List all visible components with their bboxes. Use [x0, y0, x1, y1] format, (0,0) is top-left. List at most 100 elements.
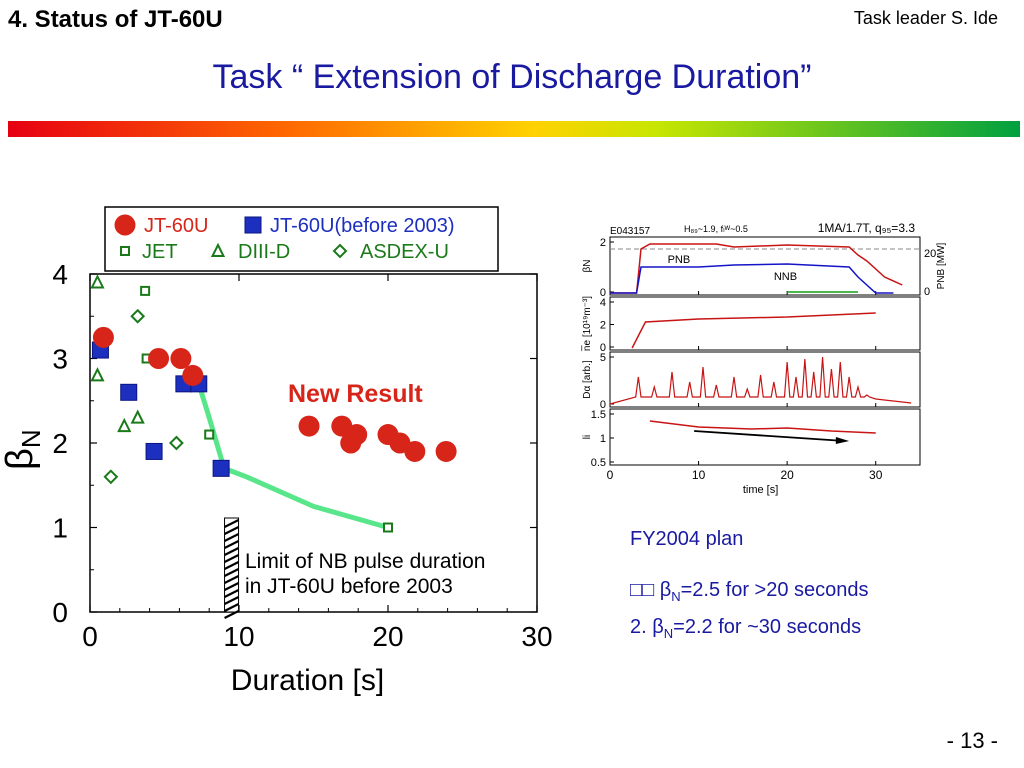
plan-line-2: 2. βN=2.2 for ~30 seconds	[630, 612, 869, 649]
point-jt-60u-before-2003	[120, 383, 138, 401]
legend-label-jt-60u: JT-60U	[144, 215, 208, 237]
trace-y-tick: 1.5	[591, 409, 606, 421]
li-trace	[649, 420, 876, 434]
trace-y-tick: 0	[600, 399, 606, 411]
section-title: 4. Status of JT-60U	[8, 6, 223, 33]
pnb-axis-label: PNB [MW]	[936, 242, 947, 289]
legend-label-jet: JET	[142, 241, 178, 263]
pnb-trace	[610, 263, 894, 294]
beta-n-trace	[610, 243, 903, 294]
point-jt-60u	[148, 348, 170, 369]
y-axis-subscript: N	[16, 429, 46, 448]
x-tick-label: 20	[372, 621, 403, 652]
point-jt-60u	[346, 424, 368, 446]
beta-subscript: N	[663, 626, 674, 641]
slide-title: Task “ Extension of Discharge Duration”	[212, 58, 812, 96]
limit-annotation-line-1: Limit of NB pulse duration	[245, 550, 485, 573]
limit-hatch-stripe	[224, 540, 240, 549]
x-tick-label: 10	[223, 621, 254, 652]
shot-conditions: 1MA/1.7T, q₉₅=3.3	[818, 221, 916, 235]
point-diii-d	[90, 274, 105, 289]
point-asdex-u	[169, 435, 184, 451]
limit-hatch-stripe	[224, 526, 240, 535]
trace-y-label: Dα [arb.]	[582, 360, 593, 399]
beta-symbol: β	[652, 616, 664, 638]
legend-marker-asdex-u	[332, 243, 348, 259]
li-trend-arrow	[694, 430, 845, 442]
beta-subscript: N	[671, 589, 681, 604]
limit-hatch-stripe	[224, 533, 240, 542]
point-jt-60u	[170, 348, 192, 369]
plan-line-2-text: =2.2 for ~30 seconds	[673, 616, 862, 638]
point-jt-60u	[298, 415, 320, 437]
trace-y-tick: 0	[600, 287, 606, 299]
chart-legend: JT-60U JT-60U(before 2003) JET DIII-D ASDEX-…	[104, 206, 499, 272]
point-diii-d	[130, 409, 145, 424]
rainbow-divider	[8, 121, 1020, 137]
trace-y-tick: 2	[600, 320, 606, 332]
legend-label-diii-d: DIII-D	[238, 241, 290, 263]
legend-label-asdex-u: ASDEX-U	[360, 241, 449, 263]
trace-x-tick-label: 0	[607, 468, 614, 482]
point-asdex-u	[130, 308, 146, 324]
trace-panel-frame	[609, 351, 921, 408]
limit-hatch-stripe	[224, 589, 240, 598]
shot-parameters: H₈₉~1.9, fₗᵂ~0.5	[684, 224, 748, 234]
limit-hatch-stripe	[224, 582, 240, 591]
trace-y-label: n̅e [10¹⁹m⁻³]	[581, 296, 593, 352]
legend-marker-diii-d	[210, 242, 226, 257]
limit-annotation-line-2: in JT-60U before 2003	[245, 575, 453, 598]
limit-hatch-stripe	[224, 561, 240, 570]
plan-line-1-prefix: □□	[630, 579, 660, 601]
legend-box	[104, 206, 499, 272]
li-arrow-head	[835, 437, 850, 444]
plan-line-1: □□ βN=2.5 for >20 seconds	[630, 575, 869, 612]
trace-y-tick: 1	[600, 433, 606, 445]
limit-hatch-stripe	[224, 547, 240, 556]
limit-hatch-stripe	[224, 519, 240, 528]
new-result-annotation: New Result	[288, 380, 423, 408]
legend-marker-jt-60u	[114, 214, 136, 236]
task-leader-label: Task leader S. Ide	[853, 8, 998, 28]
trace-x-axis-label: time [s]	[743, 484, 778, 496]
trace-x-tick-label: 30	[869, 468, 883, 482]
point-jet	[140, 285, 151, 296]
trace-y-tick: 4	[600, 297, 606, 309]
point-jt-60u	[404, 440, 426, 462]
shot-number: E043157	[610, 226, 650, 237]
point-jt-60u	[435, 440, 457, 462]
limit-hatch-stripe	[224, 603, 240, 612]
trace-x-tick-label: 20	[780, 468, 794, 482]
trace-y-tick: 5	[600, 352, 606, 364]
dalpha-trace	[609, 356, 912, 405]
y-tick-label: 3	[52, 344, 68, 375]
x-tick-label: 30	[521, 621, 552, 652]
limit-hatch-stripe	[224, 575, 240, 584]
trace-panel-frame	[609, 408, 921, 466]
x-axis-label: Duration [s]	[231, 664, 384, 697]
legend-label-jt-60u-before-2003: JT-60U(before 2003)	[270, 215, 455, 237]
legend-marker-jt-60u-before-2003	[244, 216, 262, 234]
trace-panel-frame	[609, 296, 921, 351]
point-jet	[383, 522, 393, 533]
time-trace-figure: E043157 H₈₉~1.9, fₗᵂ~0.5 1MA/1.7T, q₉₅=3.3…	[581, 221, 947, 496]
point-asdex-u	[103, 469, 119, 485]
y-tick-label: 0	[52, 597, 68, 628]
limit-hatch-stripe	[224, 596, 240, 605]
y-tick-label: 4	[52, 259, 68, 290]
trace-y-label: βN	[582, 260, 593, 273]
plan-line-1-text: =2.5 for >20 seconds	[680, 579, 869, 601]
nnb-label: NNB	[774, 271, 797, 283]
trace-y-tick: 0.5	[591, 457, 606, 469]
trace-y-tick: 2	[600, 237, 606, 249]
legend-marker-jet	[120, 246, 130, 256]
x-tick-label: 0	[82, 621, 98, 652]
limit-hatch-stripe	[224, 610, 240, 619]
pnb-right-tick: 0	[924, 286, 930, 298]
beta-symbol: β	[659, 579, 672, 601]
limit-hatch-stripe	[224, 554, 240, 563]
point-jt-60u-before-2003	[145, 442, 163, 460]
point-diii-d	[90, 367, 105, 382]
trace-x-tick-label: 10	[692, 468, 706, 482]
